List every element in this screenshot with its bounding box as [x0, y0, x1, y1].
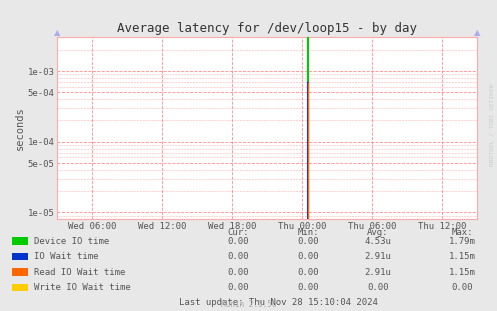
- Text: Cur:: Cur:: [228, 228, 249, 237]
- Text: 0.00: 0.00: [228, 237, 249, 245]
- Text: ▲: ▲: [54, 28, 61, 37]
- Text: 1.79m: 1.79m: [449, 237, 476, 245]
- Text: 1.15m: 1.15m: [449, 252, 476, 261]
- Text: 0.00: 0.00: [297, 268, 319, 276]
- Text: Min:: Min:: [297, 228, 319, 237]
- Text: Write IO Wait time: Write IO Wait time: [34, 283, 131, 292]
- Text: 2.91u: 2.91u: [364, 268, 391, 276]
- Text: 0.00: 0.00: [297, 283, 319, 292]
- Text: 1.15m: 1.15m: [449, 268, 476, 276]
- Text: Last update: Thu Nov 28 15:10:04 2024: Last update: Thu Nov 28 15:10:04 2024: [179, 298, 378, 307]
- Text: 0.00: 0.00: [297, 237, 319, 245]
- Text: 0.00: 0.00: [297, 252, 319, 261]
- Text: 0.00: 0.00: [367, 283, 389, 292]
- Text: 0.00: 0.00: [228, 268, 249, 276]
- Text: Read IO Wait time: Read IO Wait time: [34, 268, 125, 276]
- Text: Device IO time: Device IO time: [34, 237, 109, 245]
- Y-axis label: seconds: seconds: [15, 106, 25, 150]
- Text: Munin 2.0.56: Munin 2.0.56: [221, 300, 276, 309]
- Text: IO Wait time: IO Wait time: [34, 252, 98, 261]
- Text: 0.00: 0.00: [228, 283, 249, 292]
- Text: 2.91u: 2.91u: [364, 252, 391, 261]
- Title: Average latency for /dev/loop15 - by day: Average latency for /dev/loop15 - by day: [117, 22, 417, 35]
- Text: 0.00: 0.00: [228, 252, 249, 261]
- Text: ▲: ▲: [474, 28, 481, 37]
- Text: RRDTOOL / TOBI OETIKER: RRDTOOL / TOBI OETIKER: [490, 83, 495, 166]
- Text: Max:: Max:: [451, 228, 473, 237]
- Text: 4.53u: 4.53u: [364, 237, 391, 245]
- Text: Avg:: Avg:: [367, 228, 389, 237]
- Text: 0.00: 0.00: [451, 283, 473, 292]
